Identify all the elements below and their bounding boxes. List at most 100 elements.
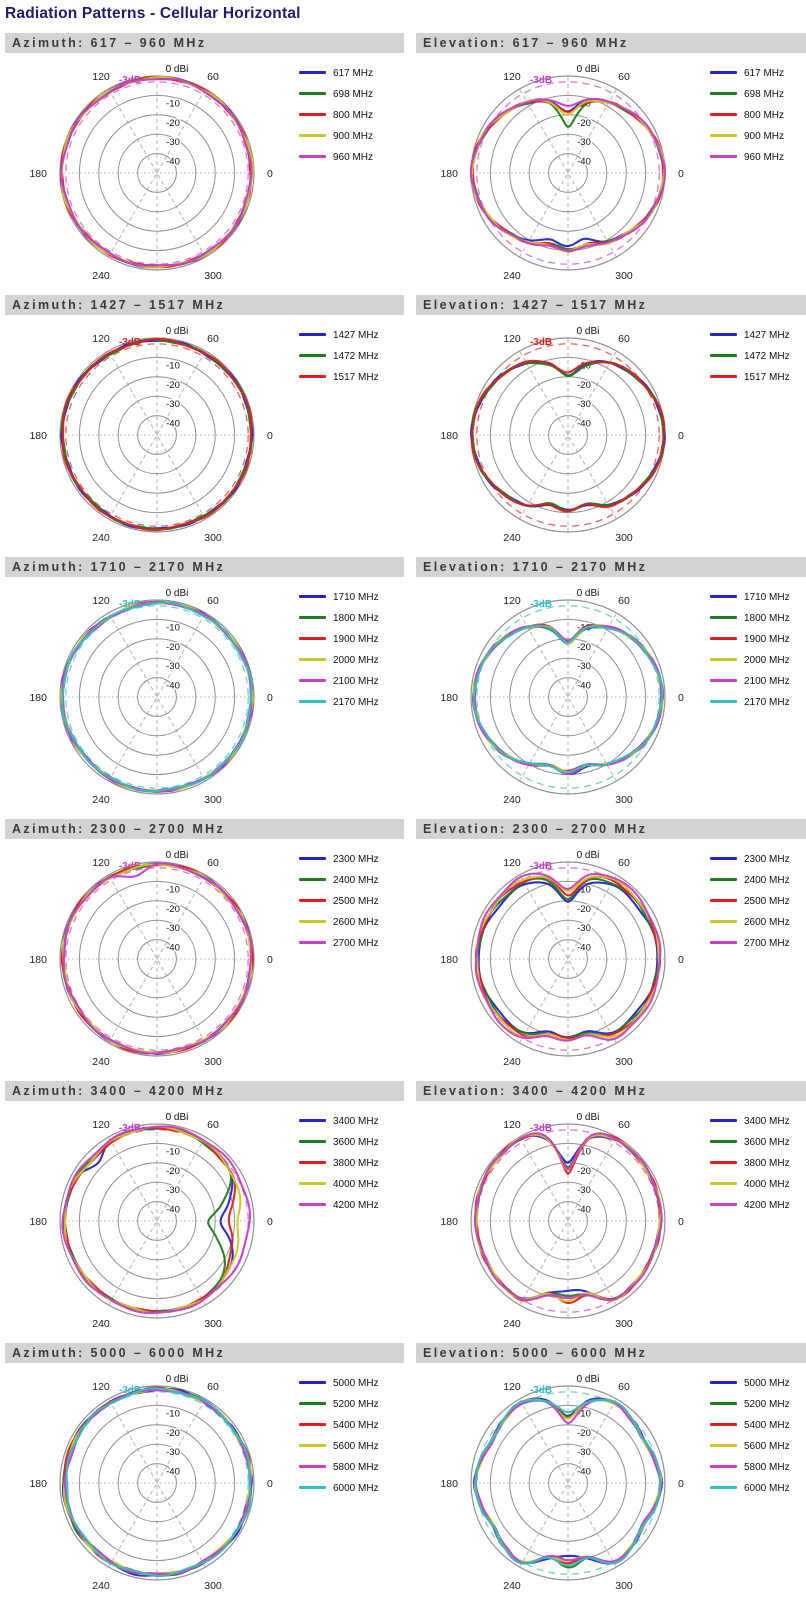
angle-tick-label: 300 [615, 270, 633, 282]
angle-tick-label: 60 [618, 857, 630, 869]
panel-az-617-960: Azimuth: 617 – 960 MHz 0 60 120 180 240 300 0 d… [5, 33, 404, 295]
angle-tick-label: 180 [440, 168, 458, 180]
legend-item: 1710 MHz [710, 590, 790, 603]
series-curve-960-mhz [469, 97, 666, 252]
legend-color-line [299, 1402, 326, 1405]
ref-3db-label: -3dB [119, 1123, 141, 1134]
radial-tick-label: -40 [577, 943, 591, 954]
legend-item: 960 MHz [299, 150, 373, 163]
ref-3db-label: -3dB [530, 861, 552, 872]
grid-ring [470, 599, 666, 795]
angle-tick-label: 240 [503, 1056, 521, 1068]
legend-label: 2170 MHz [744, 697, 790, 708]
legend-item: 5600 MHz [710, 1439, 790, 1452]
radial-tick-label: -20 [166, 118, 180, 129]
legend-color-line [299, 375, 326, 378]
legend: 2300 MHz 2400 MHz 2500 MHz 2600 MHz 2700 MHz [710, 852, 790, 957]
legend-color-line [710, 878, 737, 881]
panel-header: Azimuth: 5000 – 6000 MHz [5, 1343, 404, 1363]
legend-label: 617 MHz [744, 68, 785, 79]
radial-tick-label: -40 [577, 1205, 591, 1216]
radial-tick-label: -40 [166, 419, 180, 430]
legend-item: 3400 MHz [299, 1114, 379, 1127]
legend-color-line [710, 679, 737, 682]
grid-ring [78, 880, 236, 1038]
series-curve-4200-mhz [473, 1132, 663, 1302]
legend-item: 617 MHz [299, 66, 373, 79]
radial-tick-label: -40 [577, 419, 591, 430]
legend-color-line [710, 1203, 737, 1206]
panel-header: Azimuth: 1710 – 2170 MHz [5, 557, 404, 577]
legend-label: 800 MHz [333, 110, 374, 121]
angle-tick-label: 120 [503, 1381, 521, 1393]
legend-color-line [299, 658, 326, 661]
angle-tick-label: 60 [207, 71, 219, 83]
legend-color-line [299, 1161, 326, 1164]
legend-item: 5800 MHz [299, 1460, 379, 1473]
legend-label: 900 MHz [744, 131, 785, 142]
radial-tick-label: -10 [166, 98, 180, 109]
legend-label: 2400 MHz [744, 875, 790, 886]
legend: 1427 MHz 1472 MHz 1517 MHz [710, 328, 790, 391]
grid-spoke [108, 874, 206, 1044]
legend-color-line [710, 595, 737, 598]
angle-tick-label: 300 [615, 1580, 633, 1592]
legend: 617 MHz 698 MHz 800 MHz 900 MHz 960 MHz [710, 66, 784, 171]
legend-color-line [299, 134, 326, 137]
grid-ring [59, 599, 255, 795]
legend-label: 960 MHz [333, 152, 374, 163]
angle-tick-label: 300 [204, 794, 222, 806]
legend-color-line [299, 92, 326, 95]
angle-tick-label: 180 [29, 1478, 47, 1490]
legend-label: 5200 MHz [744, 1399, 790, 1410]
angle-tick-label: 0 [267, 692, 273, 704]
grid-ring [98, 900, 216, 1018]
legend-item: 3800 MHz [710, 1156, 790, 1169]
grid-spoke [108, 350, 206, 520]
radial-tick-label: 0 dBi [577, 1112, 600, 1123]
legend-color-line [710, 333, 737, 336]
angle-tick-label: 0 [267, 1216, 273, 1228]
ref-3db-ring [65, 343, 249, 527]
ref-3db-label: -3dB [530, 337, 552, 348]
legend-label: 5800 MHz [333, 1462, 379, 1473]
legend-color-line [299, 1486, 326, 1489]
legend-color-line [299, 1381, 326, 1384]
legend-item: 900 MHz [299, 129, 373, 142]
grid-ring [117, 133, 197, 213]
grid-ring [528, 133, 608, 213]
panel-el-1710-2170: Elevation: 1710 – 2170 MHz 0 60 120 180 240 30… [416, 557, 806, 819]
legend-label: 2170 MHz [333, 697, 379, 708]
angle-tick-label: 120 [503, 333, 521, 345]
legend-color-line [710, 92, 737, 95]
legend-label: 5000 MHz [744, 1378, 790, 1389]
grid-ring [548, 677, 588, 717]
grid-ring [548, 939, 588, 979]
angle-tick-label: 60 [207, 595, 219, 607]
grid-ring [528, 657, 608, 737]
series-curve-2700-mhz [62, 862, 253, 1055]
angle-tick-label: 180 [29, 1216, 47, 1228]
legend-label: 617 MHz [333, 68, 374, 79]
legend-color-line [710, 920, 737, 923]
angle-tick-label: 300 [204, 532, 222, 544]
angle-tick-label: 0 [267, 1478, 273, 1490]
legend: 3400 MHz 3600 MHz 3800 MHz 4000 MHz 4200 MHz [710, 1114, 790, 1219]
panel-header: Azimuth: 1427 – 1517 MHz [5, 295, 404, 315]
legend-label: 2000 MHz [333, 655, 379, 666]
ref-3db-ring [65, 81, 249, 265]
legend-label: 1427 MHz [744, 330, 790, 341]
angle-tick-label: 240 [503, 270, 521, 282]
series-curve-900-mhz [470, 98, 666, 252]
angle-tick-label: 0 [267, 430, 273, 442]
legend-color-line [299, 679, 326, 682]
legend-label: 2000 MHz [744, 655, 790, 666]
series-curve-1517-mhz [61, 337, 253, 532]
angle-tick-label: 240 [503, 794, 521, 806]
legend-item: 1427 MHz [299, 328, 379, 341]
radial-tick-label: -10 [166, 884, 180, 895]
legend-label: 5000 MHz [333, 1378, 379, 1389]
legend-label: 2500 MHz [333, 896, 379, 907]
